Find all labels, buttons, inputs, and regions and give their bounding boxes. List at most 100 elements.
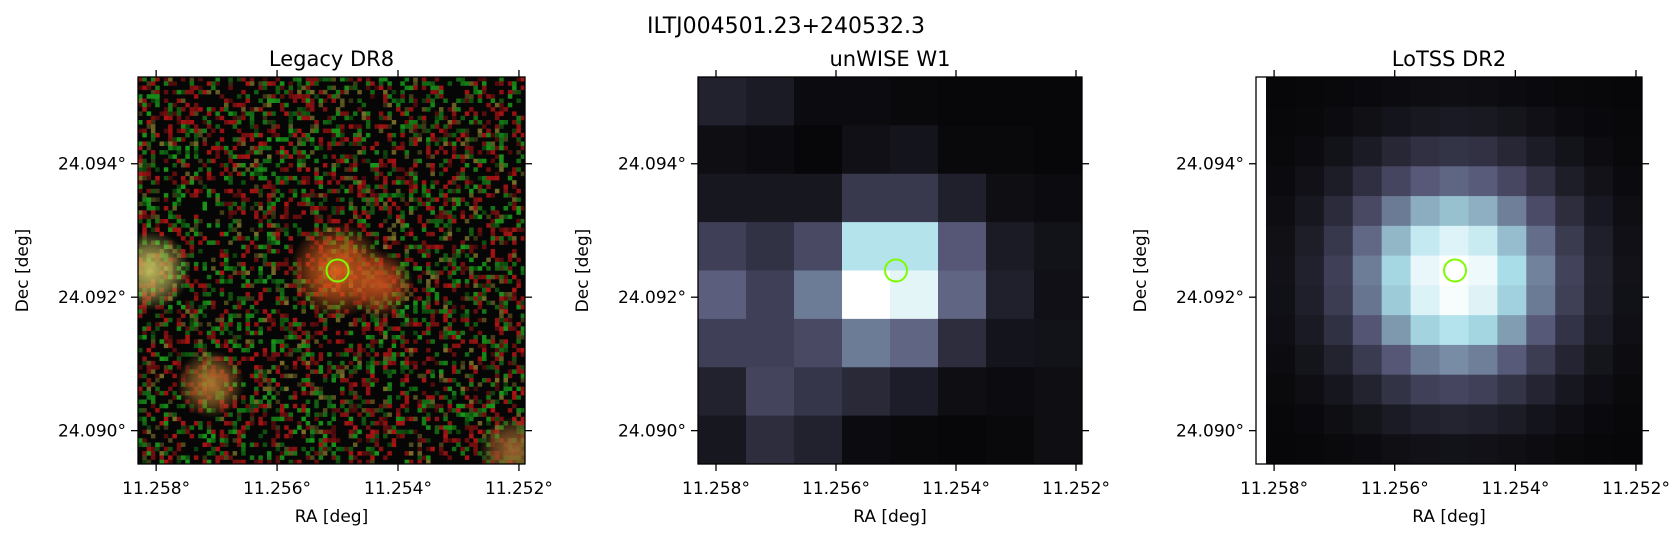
pixel-cell xyxy=(1613,225,1642,257)
pixel-cell xyxy=(1526,255,1556,286)
pixel-cell xyxy=(1526,344,1556,376)
pixel-cell xyxy=(698,125,747,175)
pixel-cell xyxy=(1613,136,1642,167)
pixel-cell xyxy=(1497,255,1527,286)
pixel-cell xyxy=(986,318,1035,368)
pixel-cell xyxy=(1555,255,1585,286)
pixel-cell xyxy=(1439,106,1469,138)
source-marker-circle xyxy=(884,258,908,283)
pixel-cell xyxy=(1497,225,1527,257)
pixel-cell xyxy=(938,125,987,175)
pixel-cell xyxy=(746,222,795,271)
pixel-cell xyxy=(1497,106,1527,138)
pixel-cell xyxy=(1439,404,1469,435)
pixel-cell xyxy=(842,270,891,320)
pixel-cell xyxy=(1034,222,1082,271)
pixel-cell xyxy=(986,77,1035,126)
pixel-cell xyxy=(1468,255,1498,286)
pixel-cell xyxy=(1294,225,1325,257)
pixel-cell xyxy=(1584,434,1614,464)
pixel-cell xyxy=(1381,166,1412,197)
pixel-cell xyxy=(1294,344,1325,376)
pixel-cell xyxy=(1497,136,1527,167)
y-axis-label: Dec [deg] xyxy=(13,229,33,313)
pixel-cell xyxy=(1584,77,1614,108)
pixel-cell xyxy=(1381,374,1412,405)
pixel-cell xyxy=(698,173,747,223)
pixel-cell xyxy=(1555,434,1585,464)
x-tick-label: 11.256° xyxy=(243,479,311,499)
pixel-cell xyxy=(1381,136,1412,167)
pixel-cell xyxy=(1468,166,1498,197)
pixel-cell xyxy=(1352,255,1383,286)
pixel-cell xyxy=(1352,166,1383,197)
pixel-cell xyxy=(938,367,987,417)
x-axis-label: RA [deg] xyxy=(295,507,368,527)
pixel-cell xyxy=(1323,106,1354,138)
pixel-cell xyxy=(1381,77,1412,108)
pixel-cell xyxy=(1323,196,1354,227)
pixel-cell xyxy=(1468,196,1498,227)
pixel-cell xyxy=(1294,434,1325,464)
x-tick-label: 11.258° xyxy=(1240,479,1308,499)
pixel-cell xyxy=(1584,225,1614,257)
pixel-cell xyxy=(746,367,795,417)
pixel-cell xyxy=(1439,225,1469,257)
pixel-cell xyxy=(1323,136,1354,167)
panel-image xyxy=(698,77,1082,464)
pixel-cell xyxy=(1584,404,1614,435)
pixel-cell xyxy=(1266,344,1296,376)
pixel-cell xyxy=(1034,77,1082,126)
x-tick-label: 11.254° xyxy=(364,479,432,499)
panel-image xyxy=(1266,77,1642,464)
axes-frame xyxy=(697,76,1083,465)
y-axis-label: Dec [deg] xyxy=(1131,229,1151,313)
pixel-cell xyxy=(890,415,939,464)
pixel-cell xyxy=(746,173,795,223)
pixel-cell xyxy=(842,415,891,464)
pixel-cell xyxy=(1526,77,1556,108)
pixel-cell xyxy=(1381,404,1412,435)
pixel-cell xyxy=(1613,344,1642,376)
pixel-cell xyxy=(1439,285,1469,316)
pixel-cell xyxy=(1497,404,1527,435)
pixel-cell xyxy=(1352,285,1383,316)
panel-title: Legacy DR8 xyxy=(269,47,394,71)
pixel-cell xyxy=(1410,315,1441,346)
y-tick-label: 24.094° xyxy=(618,155,686,175)
pixel-cell xyxy=(1584,374,1614,405)
pixel-cell xyxy=(1352,404,1383,435)
pixel-cell xyxy=(1034,270,1082,320)
pixel-cell xyxy=(1526,434,1556,464)
pixel-cell xyxy=(1381,344,1412,376)
pixel-cell xyxy=(1410,434,1441,464)
pixel-cell xyxy=(1352,374,1383,405)
pixel-cell xyxy=(1468,136,1498,167)
pixel-cell xyxy=(1294,166,1325,197)
pixel-cell xyxy=(1584,285,1614,316)
pixel-cell xyxy=(1381,196,1412,227)
pixel-cell xyxy=(1352,106,1383,138)
pixel-cell xyxy=(1294,374,1325,405)
axes-frame xyxy=(137,76,526,465)
pixel-cell xyxy=(1323,374,1354,405)
pixel-cell xyxy=(698,222,747,271)
pixel-cell xyxy=(986,222,1035,271)
pixel-cell xyxy=(746,270,795,320)
pixel-cell xyxy=(794,270,843,320)
pixel-cell xyxy=(1497,77,1527,108)
pixel-cell xyxy=(890,270,939,320)
pixel-cell xyxy=(1613,315,1642,346)
pixel-cell xyxy=(1381,225,1412,257)
source-blob xyxy=(176,349,245,418)
pixel-cell xyxy=(1555,315,1585,346)
pixel-cell xyxy=(1294,255,1325,286)
pixel-cell xyxy=(1381,434,1412,464)
pixel-cell xyxy=(1613,77,1642,108)
pixel-cell xyxy=(1468,344,1498,376)
pixel-cell xyxy=(1323,166,1354,197)
pixel-cell xyxy=(1266,404,1296,435)
pixel-cell xyxy=(1526,374,1556,405)
pixel-cell xyxy=(1381,315,1412,346)
pixel-cell xyxy=(1555,196,1585,227)
